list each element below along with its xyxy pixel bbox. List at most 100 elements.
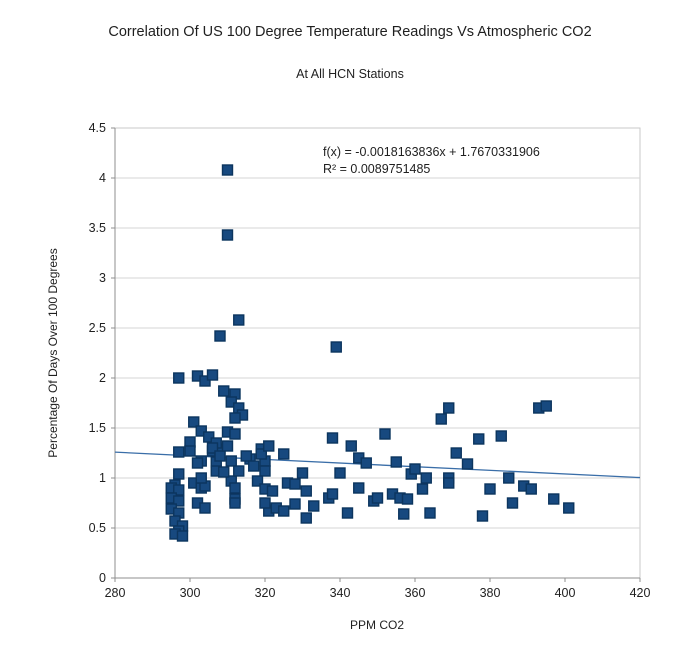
- data-point-marker: [308, 500, 320, 512]
- data-point-marker: [184, 445, 196, 457]
- data-point-marker: [450, 447, 462, 459]
- data-point-marker: [473, 433, 485, 445]
- x-tick-label: 360: [405, 586, 426, 600]
- data-points: [165, 164, 575, 542]
- data-point-marker: [495, 430, 507, 442]
- y-axis-title: Percentage Of Days Over 100 Degrees: [46, 248, 60, 457]
- data-point-marker: [398, 508, 410, 520]
- data-point-marker: [206, 369, 219, 381]
- x-tick-label: 280: [105, 586, 126, 600]
- data-point-marker: [206, 442, 219, 454]
- x-tick-label: 340: [330, 586, 351, 600]
- y-tick-label: 0.5: [89, 521, 106, 535]
- gridlines: [114, 127, 641, 579]
- data-point-marker: [326, 488, 339, 500]
- data-point-marker: [476, 510, 489, 522]
- y-tick-label: 1: [99, 471, 106, 485]
- tick-labels: 0 0.5 1 1.5 2 2.5 3 3.5 4 4.5 280 300 320 340 360 380 40…: [89, 121, 651, 600]
- data-point-marker: [188, 416, 200, 428]
- r-squared-label: R² = 0.0089751485: [323, 162, 430, 176]
- data-point-marker: [296, 467, 309, 479]
- data-point-marker: [214, 450, 226, 462]
- data-point-marker: [289, 478, 301, 490]
- data-point-marker: [390, 456, 402, 468]
- data-point-marker: [409, 463, 421, 475]
- data-point-marker: [379, 428, 391, 440]
- y-tick-label: 3.5: [89, 221, 106, 235]
- data-point-marker: [248, 460, 260, 472]
- data-point-marker: [214, 330, 226, 342]
- data-point-marker: [173, 484, 185, 496]
- data-point-marker: [221, 164, 234, 176]
- data-point-marker: [484, 483, 496, 495]
- data-point-marker: [225, 455, 237, 467]
- data-point-marker: [176, 530, 189, 542]
- data-point-marker: [173, 495, 185, 507]
- x-tick-label: 380: [480, 586, 501, 600]
- data-point-marker: [240, 450, 252, 462]
- data-point-marker: [334, 467, 346, 479]
- data-point-marker: [266, 485, 279, 497]
- data-point-marker: [173, 372, 185, 384]
- x-tick-label: 400: [555, 586, 576, 600]
- y-tick-label: 2.5: [89, 321, 106, 335]
- x-tick-label: 300: [180, 586, 201, 600]
- data-point-marker: [218, 385, 230, 397]
- data-point-marker: [255, 448, 267, 460]
- data-point-marker: [229, 482, 241, 494]
- data-point-marker: [259, 497, 271, 509]
- data-point-marker: [503, 472, 515, 484]
- data-point-marker: [203, 431, 215, 443]
- data-point-marker: [341, 507, 354, 519]
- x-tick-label: 420: [630, 586, 651, 600]
- data-point-marker: [278, 448, 290, 460]
- data-point-marker: [251, 475, 264, 487]
- data-point-marker: [525, 483, 537, 495]
- data-point-marker: [443, 477, 455, 489]
- data-point-marker: [540, 400, 552, 412]
- data-point-marker: [353, 482, 365, 494]
- data-point-marker: [191, 457, 204, 469]
- data-point-marker: [300, 485, 312, 497]
- data-point-marker: [233, 465, 245, 477]
- chart-subtitle: At All HCN Stations: [296, 67, 404, 81]
- data-point-marker: [424, 507, 436, 519]
- data-point-marker: [360, 457, 372, 469]
- data-point-marker: [233, 314, 245, 326]
- data-point-marker: [435, 413, 447, 425]
- data-point-marker: [195, 425, 207, 437]
- chart-title: Correlation Of US 100 Degree Temperature…: [108, 24, 591, 40]
- data-point-marker: [199, 375, 211, 387]
- data-point-marker: [221, 229, 234, 241]
- y-tick-label: 4: [99, 171, 106, 185]
- data-point-marker: [563, 502, 575, 514]
- data-point-marker: [173, 468, 185, 480]
- data-point-marker: [420, 472, 432, 484]
- data-point-marker: [173, 446, 185, 458]
- data-point-marker: [289, 498, 301, 510]
- trendline-equation-label: f(x) = -0.0018163836x + 1.7670331906: [323, 145, 540, 159]
- data-point-marker: [371, 492, 384, 504]
- data-point-marker: [278, 505, 290, 517]
- y-tick-label: 2: [99, 371, 106, 385]
- data-point-marker: [225, 396, 237, 408]
- y-tick-label: 0: [99, 571, 106, 585]
- y-tick-label: 4.5: [89, 121, 106, 135]
- data-point-marker: [401, 493, 414, 505]
- x-tick-label: 320: [255, 586, 276, 600]
- data-point-marker: [218, 466, 230, 478]
- plot-border: [114, 127, 641, 579]
- data-point-marker: [506, 497, 519, 509]
- data-point-marker: [300, 512, 312, 524]
- x-axis-title: PPM CO2: [350, 618, 404, 632]
- y-tick-label: 1.5: [89, 421, 106, 435]
- data-point-marker: [330, 341, 342, 353]
- data-point-marker: [461, 458, 474, 470]
- y-tick-label: 3: [99, 271, 106, 285]
- data-point-marker: [259, 465, 271, 477]
- data-point-marker: [443, 402, 455, 414]
- data-point-marker: [199, 502, 211, 514]
- data-point-marker: [548, 493, 560, 505]
